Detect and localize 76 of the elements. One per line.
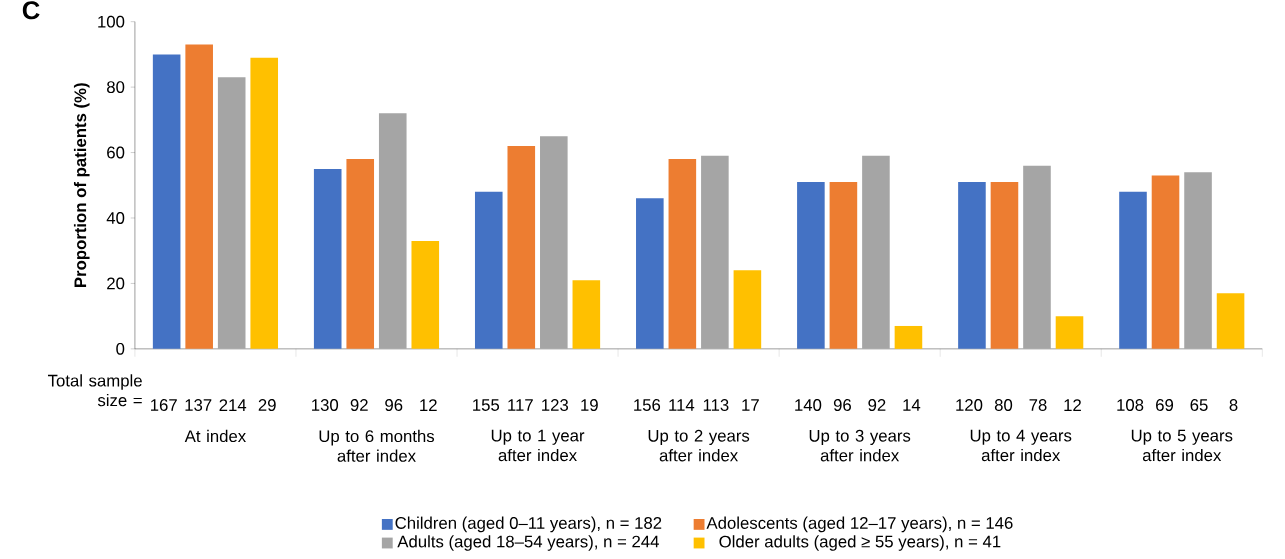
bar <box>636 198 664 349</box>
bar <box>540 136 568 349</box>
bar <box>1023 165 1051 349</box>
y-tick-label: 40 <box>106 212 125 225</box>
x-tick-label: Up to 1 year after index <box>491 429 585 462</box>
x-tick-label: Up to 2 years after index <box>648 429 750 462</box>
bar <box>572 280 601 349</box>
x-tick-label: Up to 4 years after index <box>970 429 1072 462</box>
bar <box>185 44 213 349</box>
text: 17 <box>742 399 759 411</box>
y-tick-label: 20 <box>107 277 125 290</box>
bar <box>829 182 858 349</box>
bar <box>474 191 503 349</box>
text: 69 <box>1156 399 1174 412</box>
text: 65 <box>1190 399 1208 412</box>
x-tick-label: Up to 3 years after index <box>809 429 911 462</box>
y-tick-label: 80 <box>107 81 125 94</box>
y-tick-label: 100 <box>98 15 125 28</box>
text: 19 <box>581 399 598 412</box>
bar <box>668 159 697 349</box>
text: Total sample size = <box>47 374 142 407</box>
bar <box>701 155 729 349</box>
bar <box>507 146 536 349</box>
legend-label: Adolescents (aged 12–17 years), n = 146 <box>706 516 1013 533</box>
bar <box>152 54 181 349</box>
bar <box>1119 191 1147 349</box>
text: 14 <box>903 399 921 411</box>
text: 140 <box>795 399 822 412</box>
bar <box>346 159 375 349</box>
y-axis-title: Proportion of patients (%) <box>73 83 90 288</box>
text: 214 <box>219 399 247 411</box>
text: 117 <box>508 399 533 411</box>
text: 155 <box>473 399 500 411</box>
legend-label: Older adults (aged ≥ 55 years), n = 41 <box>719 535 1001 551</box>
x-tick-label: Up to 6 months after index <box>319 429 435 462</box>
bar <box>733 270 762 349</box>
text: 108 <box>1117 399 1144 412</box>
chart-title: C <box>22 1 40 20</box>
y-tick-label: 60 <box>107 146 125 159</box>
text: 120 <box>956 399 983 412</box>
bar <box>797 182 825 349</box>
x-tick-label: Up to 5 years after index <box>1131 429 1233 462</box>
text: 92 <box>868 399 886 412</box>
text: 156 <box>634 399 661 412</box>
text: 12 <box>1064 399 1081 411</box>
bar <box>411 241 440 349</box>
bar <box>862 155 890 349</box>
bar <box>313 169 342 349</box>
bar <box>1216 293 1245 349</box>
text: 137 <box>185 399 212 412</box>
text: 80 <box>994 399 1013 412</box>
bar <box>378 113 407 349</box>
bar <box>990 182 1019 349</box>
text: 130 <box>312 399 339 412</box>
legend-label: Adults (aged 18–54 years), n = 244 <box>397 535 659 551</box>
bar <box>250 57 279 349</box>
bar <box>958 182 986 349</box>
text: 12 <box>420 399 437 411</box>
text: 78 <box>1029 399 1047 412</box>
text: 96 <box>385 399 403 412</box>
text: 114 <box>669 399 695 411</box>
text: 123 <box>542 399 569 412</box>
bar <box>1055 316 1084 349</box>
legend-label: Children (aged 0–11 years), n = 182 <box>395 516 662 533</box>
x-tick-label: At index <box>184 429 246 443</box>
bar <box>894 326 923 349</box>
bar <box>1184 172 1212 349</box>
bar <box>217 77 246 349</box>
text: 167 <box>151 399 177 412</box>
text: 8 <box>1229 399 1238 412</box>
text: 113 <box>703 399 729 412</box>
text: 29 <box>258 399 276 412</box>
text: 96 <box>833 399 851 412</box>
text: 92 <box>350 399 368 412</box>
bar <box>1151 175 1180 349</box>
y-tick-label: 0 <box>116 343 125 355</box>
